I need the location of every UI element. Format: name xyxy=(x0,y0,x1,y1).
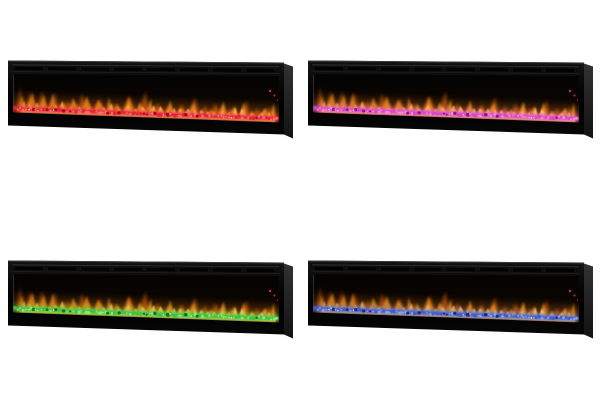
fireplace-red-embers xyxy=(7,60,293,140)
fireplace-green-embers xyxy=(7,260,293,340)
ember-crystals xyxy=(12,305,278,321)
red-spark-dots xyxy=(568,289,578,301)
grille-highlight xyxy=(311,64,579,68)
grille-slots xyxy=(314,266,576,272)
fireplace-blue-embers xyxy=(307,260,593,340)
side-panel xyxy=(583,263,593,339)
product-cell-top-left xyxy=(0,0,300,200)
product-cell-bottom-right xyxy=(300,200,600,400)
grille-bottom-line xyxy=(10,271,280,274)
red-spark-dots xyxy=(268,89,278,101)
side-panel xyxy=(583,63,593,139)
grille-slots xyxy=(14,66,276,72)
top-edge-highlight xyxy=(307,260,584,264)
red-spark-dots xyxy=(568,89,578,101)
product-cell-bottom-left xyxy=(0,200,300,400)
fireplace-pink-embers xyxy=(307,60,593,140)
grille-bottom-line xyxy=(310,271,580,274)
ember-crystals xyxy=(312,105,578,121)
ember-crystals xyxy=(312,305,578,321)
grille-bottom-line xyxy=(310,71,580,74)
side-panel xyxy=(283,63,293,139)
ember-crystals xyxy=(12,105,278,121)
grille-highlight xyxy=(11,264,279,268)
top-edge-highlight xyxy=(7,60,284,64)
grille-bottom-line xyxy=(10,71,280,74)
product-cell-top-right xyxy=(300,0,600,200)
red-spark-dots xyxy=(268,289,278,301)
grille-slots xyxy=(314,66,576,72)
top-edge-highlight xyxy=(307,60,584,64)
grille-slots xyxy=(14,266,276,272)
grille-highlight xyxy=(311,264,579,268)
side-panel xyxy=(283,263,293,339)
grille-highlight xyxy=(11,64,279,68)
top-edge-highlight xyxy=(7,260,284,264)
